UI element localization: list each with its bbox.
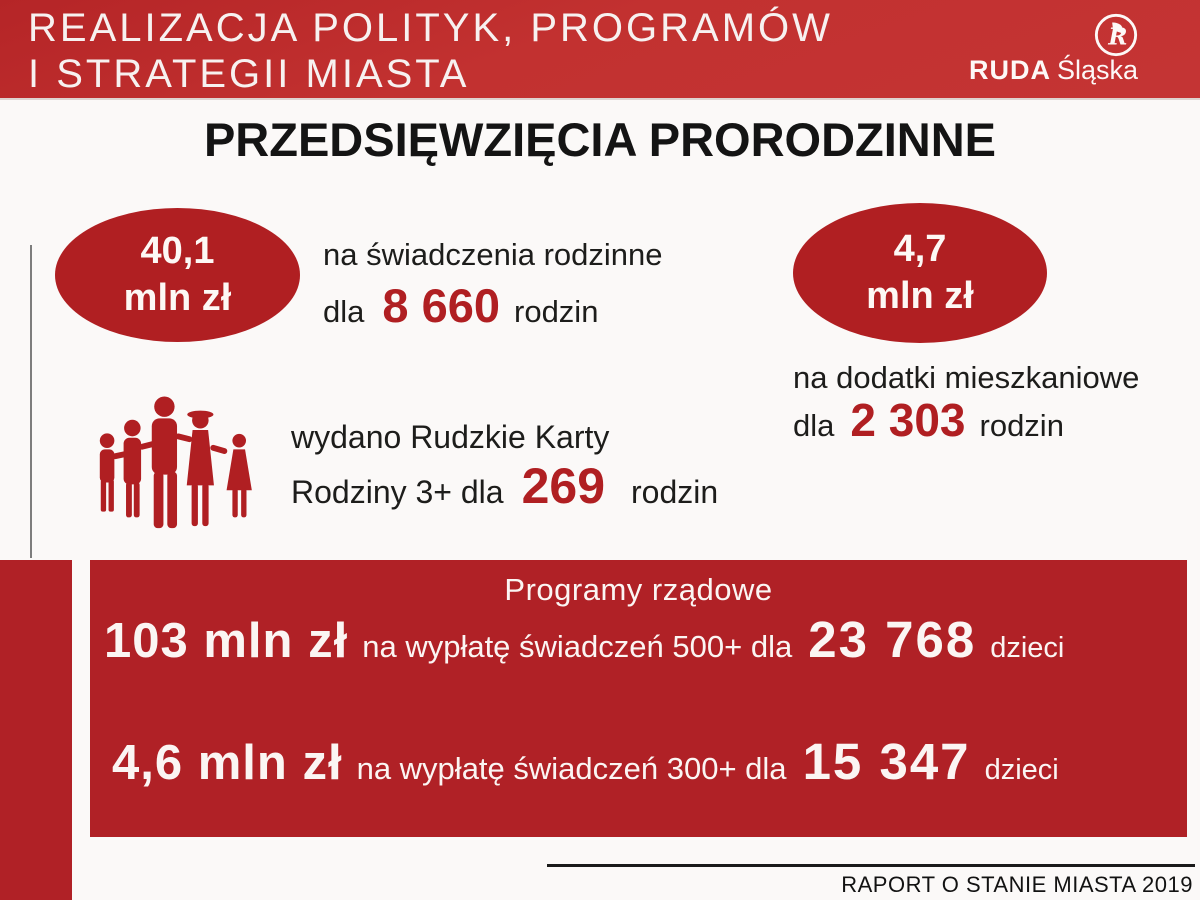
svg-text:R: R [1107, 24, 1127, 51]
program-500plus-unit: dzieci [990, 632, 1065, 664]
housing-allowances-description: na dodatki mieszkaniowe [793, 360, 1140, 395]
family-benefits-prefix: dla [323, 294, 365, 329]
vertical-divider [30, 245, 32, 558]
family-icon [99, 396, 252, 529]
family-cards-prefix: Rodziny 3+ dla [291, 474, 504, 510]
program-300plus-amount: 4,6 mln zł [112, 736, 343, 790]
government-programs-title: Programy rządowe [504, 572, 773, 607]
housing-allowances-prefix: dla [793, 408, 835, 443]
housing-allowances-amount-badge: 4,7 mln zł [793, 203, 1047, 343]
logo-brand-bold: RUDA [968, 55, 1051, 85]
header-title: REALIZACJA POLITYK, PROGRAMÓW I STRATEGI… [28, 5, 833, 97]
housing-allowances-amount-value: 4,7 [893, 228, 947, 270]
program-300plus-count: 15 347 [802, 733, 971, 790]
header-banner: REALIZACJA POLITYK, PROGRAMÓW I STRATEGI… [0, 0, 1200, 100]
family-benefits-amount-badge: 40,1 mln zł [55, 208, 300, 342]
left-accent-bar [0, 560, 72, 900]
government-programs-panel: Programy rządowe 103 mln zł na wypłatę ś… [90, 560, 1187, 837]
header-title-line2: I STRATEGII MIASTA [28, 52, 470, 96]
family-benefits-amount-unit: mln zł [123, 277, 232, 319]
family-benefits-count: 8 660 [382, 279, 500, 332]
family-cards-count: 269 [521, 458, 606, 514]
footer-divider [547, 864, 1195, 867]
family-benefits-amount-value: 40,1 [140, 230, 215, 272]
housing-allowances-suffix: rodzin [979, 408, 1064, 443]
page-title: PRZEDSIĘWZIĘCIA PRORODZINNE [203, 113, 997, 166]
family-benefits-suffix: rodzin [514, 294, 599, 329]
program-300plus-row: 4,6 mln zł na wypłatę świadczeń 300+ dla… [112, 732, 1059, 791]
city-logo-wordmark: RUDA Śląska [950, 55, 1138, 86]
city-logo: R RUDA Śląska [950, 0, 1170, 100]
city-logo-icon: R [1094, 13, 1138, 57]
header-title-line1: REALIZACJA POLITYK, PROGRAMÓW [28, 6, 833, 50]
family-cards-count-line: Rodziny 3+ dla 269 rodzin [291, 457, 718, 515]
family-benefits-description: na świadczenia rodzinne [323, 237, 663, 272]
program-300plus-description: na wypłatę świadczeń 300+ dla [356, 751, 787, 786]
program-500plus-row: 103 mln zł na wypłatę świadczeń 500+ dla… [104, 610, 1064, 669]
program-500plus-description: na wypłatę świadczeń 500+ dla [362, 629, 793, 664]
family-cards-suffix: rodzin [631, 474, 719, 510]
footer-report-label: RAPORT O STANIE MIASTA 2019 [841, 872, 1193, 897]
family-benefits-text: na świadczenia rodzinne dla 8 660 rodzin [323, 237, 663, 333]
family-cards-line1: wydano Rudzkie Karty [291, 419, 610, 455]
housing-allowances-count-line: dla 2 303 rodzin [793, 393, 1064, 447]
program-300plus-unit: dzieci [984, 754, 1059, 786]
family-benefits-count-line: dla 8 660 rodzin [323, 278, 663, 333]
logo-brand-regular: Śląska [1056, 55, 1138, 85]
program-500plus-amount: 103 mln zł [104, 614, 349, 668]
housing-allowances-amount-unit: mln zł [866, 275, 974, 317]
program-500plus-count: 23 768 [808, 611, 977, 668]
housing-allowances-count: 2 303 [850, 394, 966, 446]
